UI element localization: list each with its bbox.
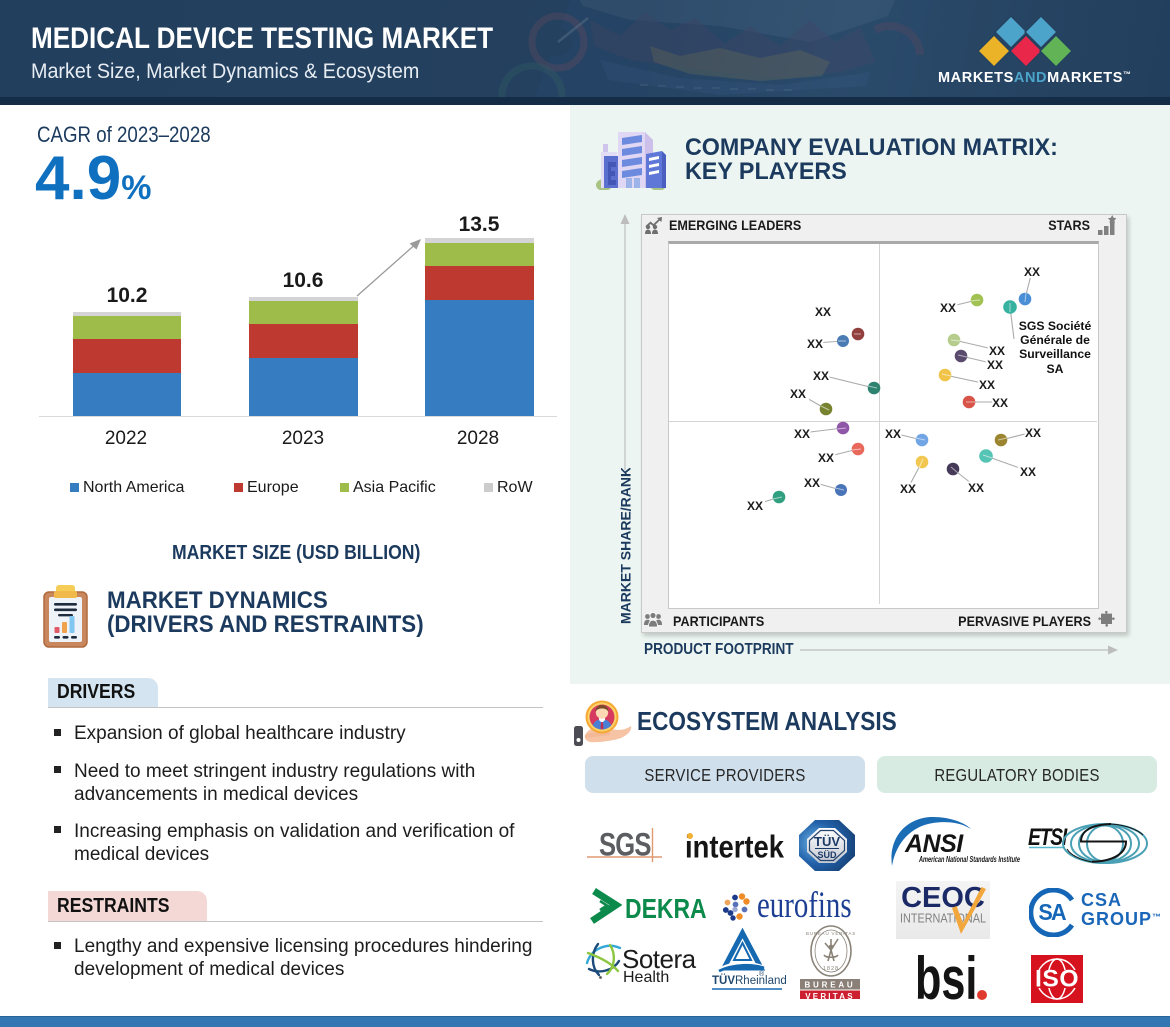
svg-text:Surveillance: Surveillance [1019,347,1091,361]
svg-text:VERITAS: VERITAS [805,992,854,999]
svg-text:XX: XX [968,481,984,495]
svg-text:TÜV: TÜV [814,834,840,849]
svg-text:XX: XX [979,378,995,392]
svg-text:MARKETSANDMARKETS™: MARKETSANDMARKETS™ [938,70,1132,86]
svg-text:SGS Société: SGS Société [1019,319,1092,333]
svg-text:SA: SA [1047,362,1064,376]
svg-text:XX: XX [794,427,810,441]
svg-text:XX: XX [804,476,820,490]
svg-text:SÜD: SÜD [817,850,837,860]
svg-text:XX: XX [989,344,1005,358]
svg-text:ANSI: ANSI [904,830,964,858]
svg-text:XX: XX [1024,265,1040,279]
svg-text:XX: XX [747,499,763,513]
svg-text:XX: XX [807,337,823,351]
svg-text:XX: XX [815,305,831,319]
svg-text:XX: XX [987,358,1003,372]
svg-text:BUREAU: BUREAU [804,981,855,990]
svg-text:XX: XX [813,369,829,383]
svg-text:BUREAU VERITAS: BUREAU VERITAS [806,931,856,936]
svg-text:TÜVRheinland: TÜVRheinland [712,974,787,987]
svg-text:XX: XX [885,427,901,441]
svg-text:MARKET SHARE/RANK: MARKET SHARE/RANK [618,468,634,624]
svg-text:XX: XX [940,301,956,315]
svg-text:®: ® [759,970,765,978]
svg-text:American National Standards In: American National Standards Institute [918,855,1020,864]
svg-text:XX: XX [1025,426,1041,440]
svg-text:1828: 1828 [823,966,839,972]
svg-text:XX: XX [1020,465,1036,479]
svg-text:SA: SA [1038,899,1066,925]
svg-text:Générale de: Générale de [1020,333,1090,347]
svg-text:XX: XX [818,451,834,465]
svg-text:SGS: SGS [599,828,651,863]
svg-text:XX: XX [900,482,916,496]
svg-text:XX: XX [790,387,806,401]
svg-text:XX: XX [992,396,1008,410]
svg-text:ISO: ISO [1035,966,1079,993]
